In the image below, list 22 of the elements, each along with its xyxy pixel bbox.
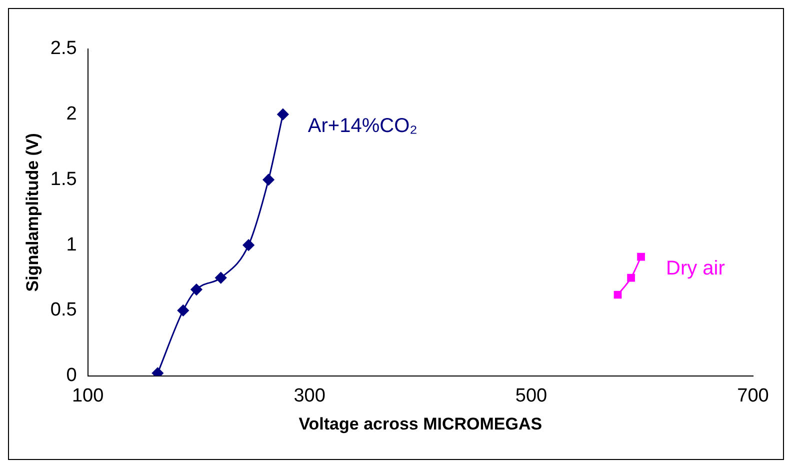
y-tick-label: 1.5 — [50, 168, 77, 190]
x-tick-label: 500 — [515, 385, 548, 406]
point — [262, 174, 274, 186]
y-tick-label: 2.5 — [50, 38, 77, 60]
point — [637, 252, 645, 261]
point — [242, 239, 254, 251]
x-tick-label: 700 — [737, 385, 769, 406]
y-axis-title: Signalamplitude (V) — [22, 133, 42, 292]
x-axis-title: Voltage across MICROMEGAS — [298, 414, 542, 434]
series-label: Dry air — [666, 257, 726, 280]
y-tick-label: 0 — [66, 365, 77, 386]
point — [614, 290, 622, 299]
point — [215, 272, 227, 284]
x-tick-label: 100 — [72, 385, 104, 406]
y-tick-label: 0.5 — [50, 300, 77, 321]
x-tick-label: 300 — [294, 385, 326, 406]
point — [190, 284, 202, 296]
y-tick-label: 1 — [66, 234, 77, 256]
point — [277, 108, 289, 120]
point — [177, 304, 189, 316]
y-tick-label: 2 — [66, 104, 77, 125]
series-label: Ar+14%CO₂ — [308, 114, 418, 137]
